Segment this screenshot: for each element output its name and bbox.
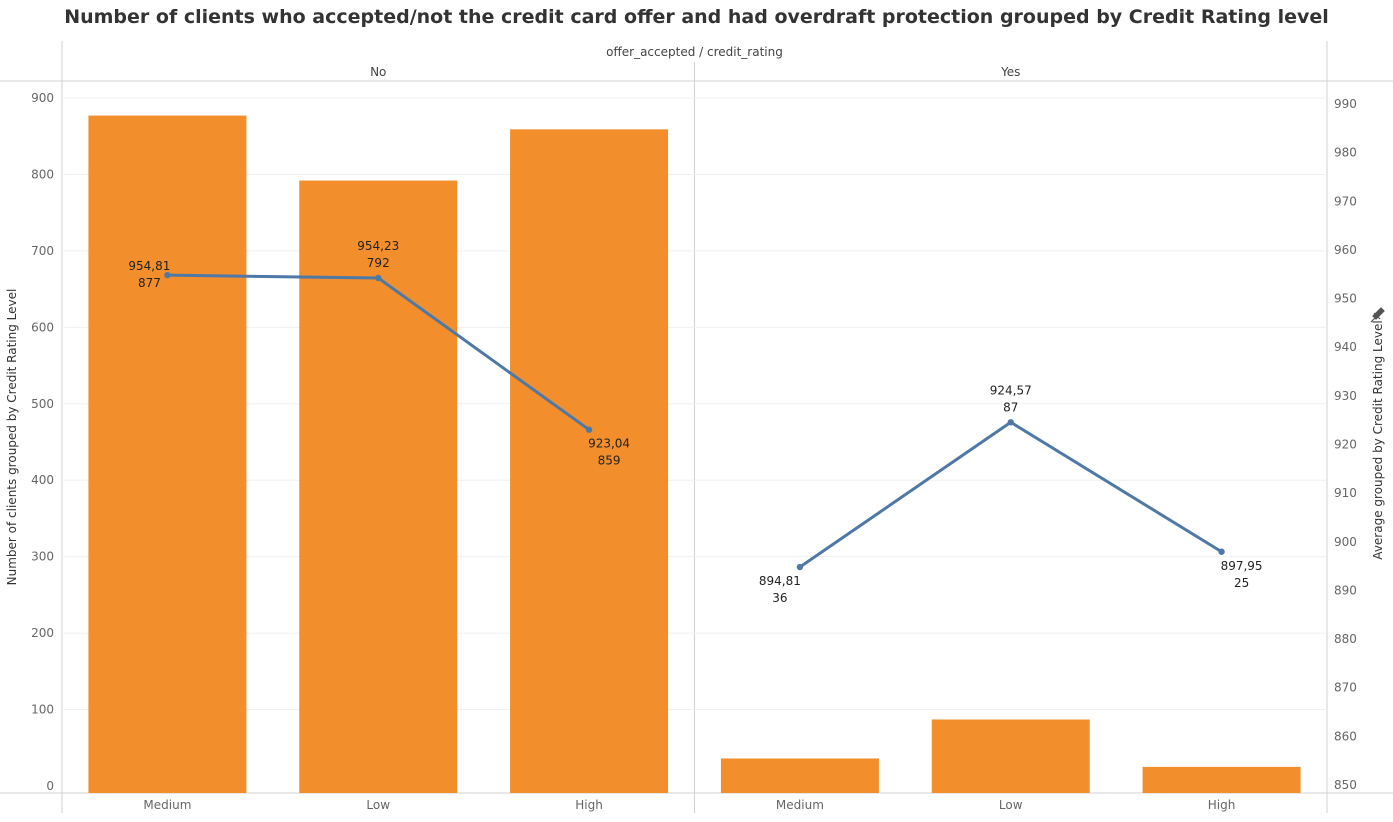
column-header: offer_accepted / credit_rating — [606, 45, 783, 59]
bar — [931, 719, 1090, 793]
y2-tick-label: 860 — [1334, 729, 1357, 743]
bar — [88, 115, 247, 794]
panel-header-no: No — [370, 65, 386, 79]
bar — [720, 758, 879, 793]
data-label-count: 792 — [367, 256, 390, 270]
y-tick-label: 800 — [31, 167, 54, 181]
line-point — [375, 274, 382, 282]
data-label-count: 87 — [1003, 400, 1018, 414]
x-tick-label: Medium — [776, 798, 824, 812]
y2-tick-label: 880 — [1334, 632, 1357, 646]
panel-header-yes: Yes — [1000, 65, 1020, 79]
y-tick-label: 200 — [31, 626, 54, 640]
data-label-count: 859 — [598, 454, 621, 468]
x-tick-label: Low — [999, 798, 1023, 812]
bar — [299, 180, 458, 793]
x-tick-label: Low — [366, 798, 390, 812]
line-point — [1218, 548, 1225, 555]
average-line — [799, 420, 1223, 569]
y-axis-title: Number of clients grouped by Credit Rati… — [5, 289, 19, 586]
y-tick-label: 600 — [31, 320, 54, 334]
y2-tick-label: 980 — [1334, 146, 1357, 160]
data-label-average: 923,04 — [588, 437, 630, 451]
x-tick-label: High — [1208, 798, 1236, 812]
data-label-count: 36 — [772, 591, 787, 605]
y2-axis-title: Average grouped by Credit Rating Level — [1371, 320, 1385, 559]
y-tick-label: 0 — [46, 779, 54, 793]
y-tick-label: 400 — [31, 473, 54, 487]
line-point — [796, 563, 804, 571]
y-tick-label: 300 — [31, 550, 54, 564]
line-point — [585, 426, 593, 433]
y2-tick-label: 920 — [1334, 438, 1357, 452]
y2-tick-label: 870 — [1334, 681, 1357, 695]
bar — [510, 129, 669, 793]
y-tick-label: 900 — [31, 91, 54, 105]
y-tick-label: 700 — [31, 244, 54, 258]
chart-title: Number of clients who accepted/not the c… — [64, 6, 1329, 28]
y-tick-label: 100 — [31, 703, 54, 717]
y2-tick-label: 890 — [1334, 583, 1357, 597]
y2-tick-label: 930 — [1334, 389, 1357, 403]
data-labels: 954,81 877 954,23 792 923,04 859 894,81 36 924,5… — [128, 239, 1262, 605]
y2-tick-label: 940 — [1334, 340, 1357, 354]
data-label-count: 877 — [138, 276, 161, 290]
y2-tick-label: 990 — [1334, 97, 1357, 111]
data-label-count: 25 — [1234, 576, 1249, 590]
line-series — [164, 271, 1225, 571]
data-label-average: 954,81 — [128, 259, 170, 273]
gridlines — [62, 97, 1327, 711]
x-tick-label: Medium — [143, 798, 191, 812]
y2-tick-label: 970 — [1334, 194, 1357, 208]
bar — [1142, 766, 1301, 793]
y2-tick-label: 950 — [1334, 292, 1357, 306]
y2-tick-label: 850 — [1334, 778, 1357, 792]
x-tick-label: High — [575, 798, 603, 812]
axes: offer_accepted / credit_rating 0 100 200 300… — [5, 45, 1385, 812]
data-label-average: 894,81 — [759, 574, 801, 588]
data-label-average: 954,23 — [357, 239, 399, 253]
bar-series — [88, 115, 1301, 794]
data-label-average: 897,95 — [1221, 559, 1263, 573]
y2-tick-label: 960 — [1334, 243, 1357, 257]
pin-icon — [1370, 307, 1385, 323]
y2-tick-label: 900 — [1334, 535, 1357, 549]
data-label-average: 924,57 — [990, 383, 1032, 397]
y2-tick-label: 910 — [1334, 486, 1357, 500]
line-point — [164, 271, 171, 279]
y-tick-label: 500 — [31, 397, 54, 411]
line-point — [1007, 419, 1014, 426]
